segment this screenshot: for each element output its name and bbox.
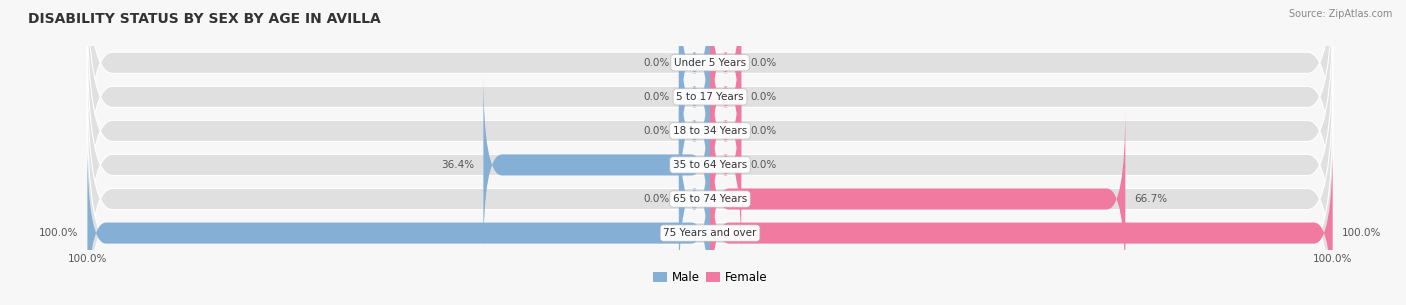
Legend: Male, Female: Male, Female [648, 267, 772, 289]
FancyBboxPatch shape [710, 0, 741, 154]
Text: 18 to 34 Years: 18 to 34 Years [673, 126, 747, 136]
FancyBboxPatch shape [87, 0, 1333, 223]
FancyBboxPatch shape [484, 73, 710, 257]
FancyBboxPatch shape [710, 39, 741, 223]
FancyBboxPatch shape [710, 5, 741, 188]
Text: 0.0%: 0.0% [644, 58, 669, 68]
FancyBboxPatch shape [87, 142, 710, 305]
Text: 66.7%: 66.7% [1135, 194, 1168, 204]
FancyBboxPatch shape [679, 0, 710, 154]
FancyBboxPatch shape [679, 107, 710, 291]
FancyBboxPatch shape [710, 142, 1333, 305]
FancyBboxPatch shape [87, 39, 1333, 291]
Text: 100.0%: 100.0% [38, 228, 77, 238]
FancyBboxPatch shape [710, 73, 741, 257]
FancyBboxPatch shape [87, 107, 1333, 305]
Text: 5 to 17 Years: 5 to 17 Years [676, 92, 744, 102]
Text: 36.4%: 36.4% [441, 160, 474, 170]
Text: 0.0%: 0.0% [751, 160, 776, 170]
Text: 0.0%: 0.0% [644, 92, 669, 102]
Text: 75 Years and over: 75 Years and over [664, 228, 756, 238]
Text: 65 to 74 Years: 65 to 74 Years [673, 194, 747, 204]
Text: 0.0%: 0.0% [644, 194, 669, 204]
Text: Source: ZipAtlas.com: Source: ZipAtlas.com [1288, 9, 1392, 19]
FancyBboxPatch shape [679, 5, 710, 188]
Text: DISABILITY STATUS BY SEX BY AGE IN AVILLA: DISABILITY STATUS BY SEX BY AGE IN AVILL… [28, 12, 381, 26]
FancyBboxPatch shape [679, 39, 710, 223]
Text: 0.0%: 0.0% [751, 58, 776, 68]
Text: 100.0%: 100.0% [1343, 228, 1382, 238]
Text: Under 5 Years: Under 5 Years [673, 58, 747, 68]
Text: 0.0%: 0.0% [751, 126, 776, 136]
Text: 0.0%: 0.0% [751, 92, 776, 102]
FancyBboxPatch shape [87, 5, 1333, 257]
Text: 0.0%: 0.0% [644, 126, 669, 136]
Text: 35 to 64 Years: 35 to 64 Years [673, 160, 747, 170]
FancyBboxPatch shape [710, 107, 1125, 291]
FancyBboxPatch shape [87, 0, 1333, 188]
FancyBboxPatch shape [87, 73, 1333, 305]
